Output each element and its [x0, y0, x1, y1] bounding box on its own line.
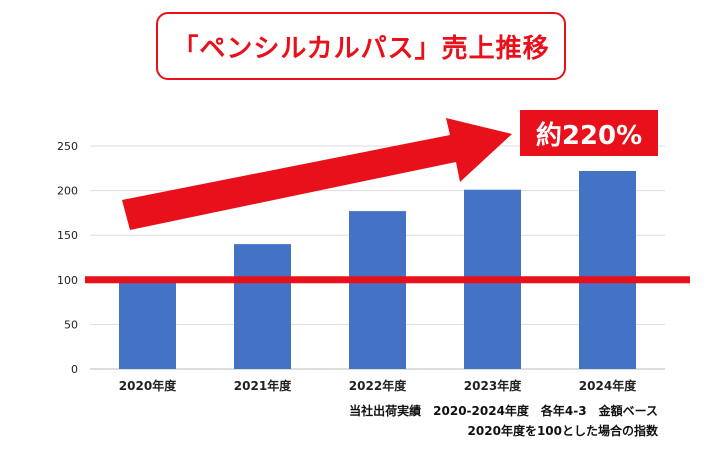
bar: [119, 279, 176, 369]
growth-arrow: [122, 118, 512, 230]
y-tick-label: 250: [57, 140, 78, 153]
source-note: 当社出荷実績 2020-2024年度 各年4-3 金額ベース: [349, 404, 658, 418]
x-tick-label: 2022年度: [349, 378, 407, 393]
y-tick-label: 150: [57, 229, 78, 242]
bar: [234, 244, 291, 369]
y-tick-label: 50: [64, 318, 78, 331]
bar: [579, 170, 636, 369]
x-tick-label: 2021年度: [234, 378, 292, 393]
y-tick-label: 0: [71, 363, 78, 376]
x-axis-ticks: 2020年度 2021年度 2022年度 2023年度 2024年度: [119, 378, 637, 393]
y-tick-label: 200: [57, 185, 78, 198]
chart-title: 「ペンシルカルパス」売上推移: [156, 12, 566, 80]
x-tick-label: 2024年度: [579, 378, 637, 393]
bar: [349, 211, 406, 369]
index-note: 2020年度を100とした場合の指数: [467, 424, 658, 438]
y-axis-ticks: 0 50 100 150 200 250: [57, 140, 78, 376]
y-tick-label: 100: [57, 274, 78, 287]
x-tick-label: 2020年度: [119, 378, 177, 393]
growth-callout: 約220%: [520, 110, 658, 156]
x-tick-label: 2023年度: [464, 378, 522, 393]
